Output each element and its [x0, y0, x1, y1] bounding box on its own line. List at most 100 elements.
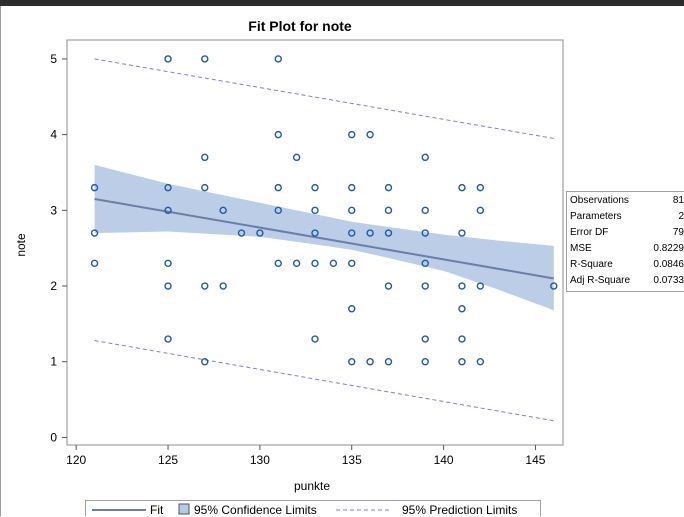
data-point: [421, 335, 429, 343]
data-point: [348, 130, 356, 139]
stat-label: MSE: [570, 243, 592, 254]
data-point: [366, 358, 374, 366]
stat-label: Adj R-Square: [570, 275, 631, 286]
data-point: [90, 183, 99, 192]
data-point: [201, 55, 209, 63]
data-point: [164, 335, 172, 343]
chart-title: Fit Plot for note: [248, 18, 352, 34]
x-axis-label: punkte: [294, 479, 330, 493]
prediction-limit-lower: [94, 340, 554, 422]
stat-value: 0.8229: [653, 243, 684, 254]
data-point: [164, 282, 172, 290]
data-point: [164, 206, 172, 215]
data-point: [201, 183, 209, 192]
data-point: [348, 206, 356, 215]
stat-row: Observations 81: [570, 193, 684, 209]
data-point: [458, 335, 466, 343]
data-point: [384, 183, 393, 192]
data-point: [476, 206, 485, 215]
data-point: [201, 153, 209, 162]
data-point: [164, 55, 172, 63]
y-axis-label: note: [14, 233, 28, 257]
data-point: [458, 358, 466, 366]
data-point: [550, 282, 558, 290]
data-point: [348, 229, 356, 237]
window-top-bar: [0, 0, 684, 6]
data-point: [329, 259, 338, 268]
prediction-limit-upper: [94, 58, 554, 139]
y-tick-label: 4: [50, 128, 57, 142]
y-tick-label: 3: [50, 203, 57, 217]
legend-prediction-label: 95% Prediction Limits: [402, 503, 517, 517]
data-point: [274, 55, 282, 63]
stat-row: MSE 0.8229: [570, 241, 684, 257]
x-tick-label: 140: [434, 453, 454, 467]
data-point: [164, 259, 172, 268]
data-point: [384, 229, 393, 237]
data-point: [164, 183, 172, 192]
data-point: [421, 206, 429, 215]
data-point: [458, 229, 466, 237]
y-tick-label: 5: [50, 52, 57, 66]
data-point: [274, 183, 282, 192]
data-point: [384, 282, 393, 290]
stat-label: Error DF: [570, 227, 609, 238]
data-point: [476, 358, 485, 366]
x-tick-label: 125: [158, 453, 178, 467]
data-point: [237, 229, 246, 237]
legend-fit-label: Fit: [150, 503, 164, 517]
x-tick-label: 145: [525, 453, 545, 467]
data-point: [292, 153, 301, 162]
data-point: [201, 358, 209, 366]
data-point: [421, 259, 429, 268]
data-point: [311, 259, 319, 268]
stat-value: 0.0846: [653, 259, 684, 270]
x-tick-label: 130: [250, 453, 270, 467]
legend-confidence-label: 95% Confidence Limits: [194, 503, 317, 517]
data-point: [458, 305, 466, 313]
data-point: [274, 206, 282, 215]
stat-row: Adj R-Square 0.0733: [570, 273, 684, 289]
data-point: [421, 153, 429, 162]
data-point: [274, 130, 282, 139]
data-point: [219, 206, 227, 215]
data-point: [348, 183, 356, 192]
data-point: [421, 282, 429, 290]
data-point: [311, 229, 319, 237]
data-point: [274, 259, 282, 268]
legend-confidence-swatch: [178, 503, 190, 515]
data-point: [348, 259, 356, 268]
data-point: [256, 229, 264, 237]
data-point: [421, 358, 429, 366]
data-point: [311, 335, 319, 343]
stat-value: 79: [672, 227, 684, 238]
x-tick-label: 120: [66, 453, 86, 467]
data-point: [366, 229, 374, 237]
data-point: [348, 305, 356, 313]
legend-svg: Fit 95% Confidence Limits 95% Prediction L…: [92, 503, 517, 517]
stat-label: R-Square: [570, 259, 613, 270]
data-point: [366, 130, 374, 139]
stat-row: R-Square 0.0846: [570, 257, 684, 273]
fit-statistics-table: Observations 81 Parameters 2 Error DF 79 MSE 0.…: [566, 191, 684, 292]
data-point: [421, 229, 429, 237]
y-tick-label: 0: [50, 430, 57, 444]
legend: Fit 95% Confidence Limits 95% Prediction L…: [85, 500, 541, 517]
data-point: [90, 259, 99, 268]
y-tick-label: 1: [50, 355, 57, 369]
data-point: [201, 282, 209, 290]
data-point: [458, 282, 466, 290]
data-point: [219, 282, 227, 290]
x-tick-label: 135: [342, 453, 362, 467]
stat-value: 0.0733: [653, 275, 684, 286]
stat-value: 81: [672, 195, 684, 206]
data-point: [292, 259, 301, 268]
stat-label: Parameters: [570, 211, 622, 222]
stat-row: Error DF 79: [570, 225, 684, 241]
data-point: [348, 358, 356, 366]
data-point: [384, 206, 393, 215]
stat-value: 2: [678, 211, 684, 222]
confidence-band: [94, 164, 554, 311]
data-point: [458, 183, 466, 192]
